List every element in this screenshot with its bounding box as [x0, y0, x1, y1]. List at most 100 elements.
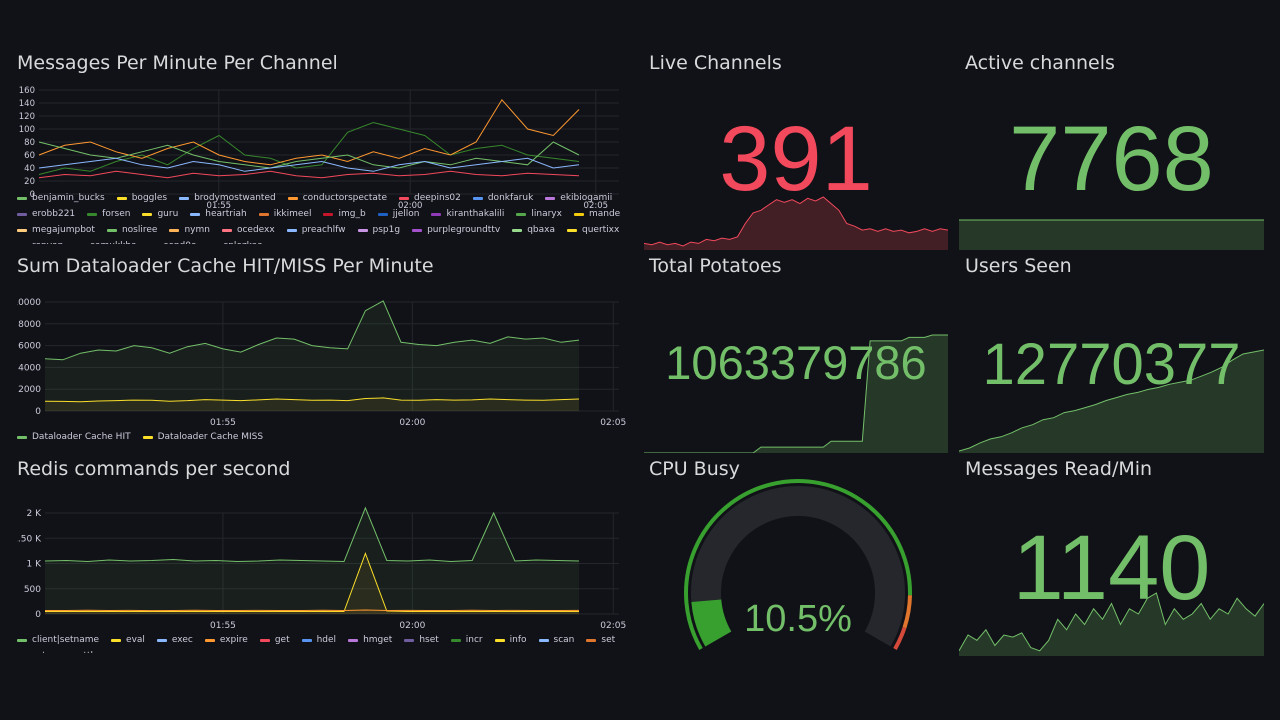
legend-item[interactable]: preachlfw — [286, 224, 346, 237]
sparkline-area — [959, 593, 1264, 656]
legend-item[interactable]: renyan — [17, 240, 63, 244]
legend-item[interactable]: client|setname — [17, 634, 99, 647]
series-line — [44, 397, 580, 403]
legend-item[interactable]: mande — [573, 208, 621, 221]
legend-item[interactable]: samukkha — [75, 240, 136, 244]
dataloader-cache-panel[interactable]: Sum Dataloader Cache HIT/MISS Per Minute… — [17, 255, 629, 450]
legend-item[interactable]: benjamin_bucks — [17, 192, 105, 205]
legend-swatch — [404, 639, 415, 642]
legend-item[interactable]: ikkimeel — [258, 208, 311, 221]
panel-title: Users Seen — [965, 255, 1072, 277]
messages-read-value: 1140 — [1012, 517, 1211, 619]
legend-swatch — [179, 197, 190, 200]
legend-item[interactable]: ocedexx — [221, 224, 275, 237]
messages-read-panel[interactable]: Messages Read/Min 1140 — [959, 458, 1264, 658]
legend-item[interactable]: deepins02 — [398, 192, 461, 205]
legend-item[interactable]: qbaxa — [512, 224, 555, 237]
legend-item[interactable]: conductorspectate — [287, 192, 387, 205]
legend-item[interactable]: send0o — [149, 240, 197, 244]
y-tick-label: 2 K — [27, 509, 43, 519]
legend-item[interactable]: get — [259, 634, 290, 647]
legend-item[interactable]: hmget — [348, 634, 392, 647]
legend-label: Dataloader Cache MISS — [157, 432, 264, 442]
legend-label: ocedexx — [236, 225, 275, 235]
legend-item[interactable]: scan — [538, 634, 575, 647]
gauge-threshold-green — [684, 479, 913, 650]
y-tick-label: 6000 — [18, 342, 41, 352]
legend-item[interactable]: megajumpbot — [17, 224, 95, 237]
series-area — [45, 610, 579, 614]
legend-item[interactable]: img_b — [323, 208, 366, 221]
legend-swatch — [169, 229, 180, 232]
legend-item[interactable]: purplegroundttv — [412, 224, 500, 237]
legend-label: eval — [126, 635, 145, 645]
legend-item[interactable]: guru — [142, 208, 178, 221]
redis-legend: client|setname eval exec expire get hdel hmget… — [17, 634, 629, 653]
legend-swatch — [566, 229, 577, 232]
total-potatoes-panel[interactable]: Total Potatoes 1063379786 — [644, 255, 948, 453]
legend-label: get — [274, 635, 290, 645]
legend-label: conductorspectate — [302, 193, 387, 203]
dataloader-chart[interactable]: 0 2000 4000 6000 8000 10000 01:55 02:00 02:05 — [17, 287, 629, 437]
panel-title: Live Channels — [649, 52, 782, 74]
legend-item[interactable]: setex — [17, 650, 56, 653]
legend-swatch — [301, 639, 312, 642]
legend-label: client|setname — [32, 635, 100, 645]
legend-item[interactable]: brodymostwanted — [179, 192, 276, 205]
legend-label: hdel — [316, 635, 337, 645]
legend-item[interactable]: nymn — [169, 224, 210, 237]
users-seen-panel[interactable]: Users Seen 12770377 — [959, 255, 1264, 453]
legend-label: heartriah — [205, 209, 247, 219]
legend-item[interactable]: kiranthakalili — [431, 208, 504, 221]
legend-label: ttl — [83, 650, 93, 653]
legend-item[interactable]: snlezkaa_ — [209, 240, 268, 244]
legend-item[interactable]: boggles — [116, 192, 167, 205]
legend-item[interactable]: exec — [156, 634, 193, 647]
redis-chart[interactable]: 0 500 1 K 1.50 K 2 K 01:55 02:00 02:05 — [17, 490, 629, 640]
legend-item[interactable]: quertixx — [566, 224, 619, 237]
legend-item[interactable]: jjellon — [377, 208, 419, 221]
panel-title: Total Potatoes — [649, 255, 782, 277]
legend-item[interactable]: linaryx — [516, 208, 562, 221]
legend-item[interactable]: erobb221 — [17, 208, 75, 221]
legend-swatch — [538, 639, 549, 642]
y-tick-label: 80 — [24, 138, 35, 148]
cpu-busy-panel[interactable]: CPU Busy 10.5% — [644, 458, 948, 658]
live-channels-panel[interactable]: Live Channels 391 — [644, 52, 948, 250]
redis-commands-panel[interactable]: Redis commands per second 0 500 1 K 1.50 K 2… — [17, 458, 629, 653]
legend-item[interactable]: info — [494, 634, 527, 647]
messages-per-minute-panel[interactable]: Messages Per Minute Per Channel 0 20 40 60 8… — [17, 52, 629, 244]
legend-item[interactable]: forsen — [87, 208, 130, 221]
legend-label: psp1g — [372, 225, 401, 235]
legend-item[interactable]: donkfaruk — [472, 192, 533, 205]
legend-item[interactable]: nosliree — [106, 224, 157, 237]
legend-item[interactable]: psp1g — [357, 224, 401, 237]
legend-item[interactable]: expire — [204, 634, 248, 647]
legend-item[interactable]: incr — [450, 634, 483, 647]
legend-swatch — [512, 229, 523, 232]
legend-item[interactable]: ttl — [68, 650, 93, 653]
x-tick-label: 02:00 — [399, 418, 425, 428]
legend-item[interactable]: hset — [404, 634, 439, 647]
active-channels-panel[interactable]: Active channels 7768 — [959, 52, 1264, 250]
legend-label: scan — [553, 635, 575, 645]
legend-item[interactable]: ekibiogamii — [545, 192, 612, 205]
legend-swatch — [17, 436, 27, 439]
legend-label: setex — [32, 650, 56, 653]
sparkline-line — [959, 349, 1264, 452]
messages-chart[interactable]: 0 20 40 60 80 100 120 140 160 01:55 02:00 02:05 — [17, 84, 629, 224]
legend-item[interactable]: Dataloader Cache HIT — [17, 431, 131, 444]
x-tick-label: 01:55 — [210, 418, 236, 428]
legend-label: kiranthakalili — [446, 209, 505, 219]
legend-item[interactable]: hdel — [301, 634, 337, 647]
legend-label: mande — [588, 209, 621, 219]
legend-swatch — [348, 639, 359, 642]
legend-item[interactable]: set — [586, 634, 615, 647]
legend-item[interactable]: Dataloader Cache MISS — [142, 431, 264, 444]
y-tick-label: 2000 — [18, 385, 41, 395]
legend-item[interactable]: heartriah — [190, 208, 247, 221]
sparkline-line — [644, 196, 948, 247]
legend-swatch — [142, 436, 153, 439]
legend-label: linaryx — [531, 209, 562, 219]
legend-item[interactable]: eval — [111, 634, 145, 647]
